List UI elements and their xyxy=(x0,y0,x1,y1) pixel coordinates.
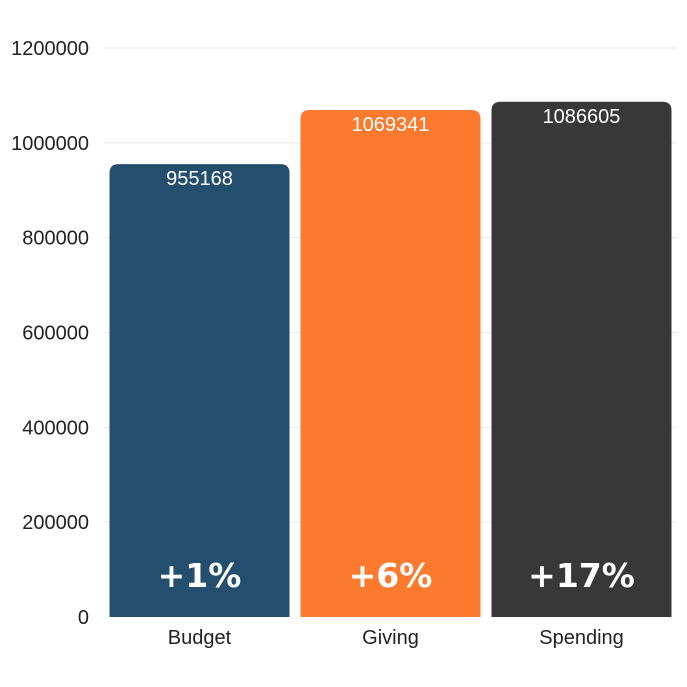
bar-value-label: 1069341 xyxy=(352,114,430,136)
y-tick-label: 200000 xyxy=(22,512,89,534)
x-category-label: Budget xyxy=(168,627,232,649)
y-tick-label: 600000 xyxy=(22,323,89,345)
bar-giving xyxy=(300,109,481,618)
y-tick-label: 1200000 xyxy=(11,38,89,60)
bar-value-label: 1086605 xyxy=(543,106,621,128)
bar-value-label: 955168 xyxy=(166,168,233,190)
x-category-label: Spending xyxy=(539,627,624,649)
x-category-label: Giving xyxy=(362,627,419,649)
bar-spending xyxy=(491,101,672,617)
change-percent-label: +17% xyxy=(528,556,635,595)
y-tick-label: 400000 xyxy=(22,417,89,439)
change-percent-label: +6% xyxy=(349,556,433,595)
bar-budget xyxy=(109,164,290,617)
change-percent-label: +1% xyxy=(158,556,242,595)
y-tick-label: 0 xyxy=(78,607,89,629)
y-tick-label: 1000000 xyxy=(11,133,89,155)
y-tick-label: 800000 xyxy=(22,228,89,250)
